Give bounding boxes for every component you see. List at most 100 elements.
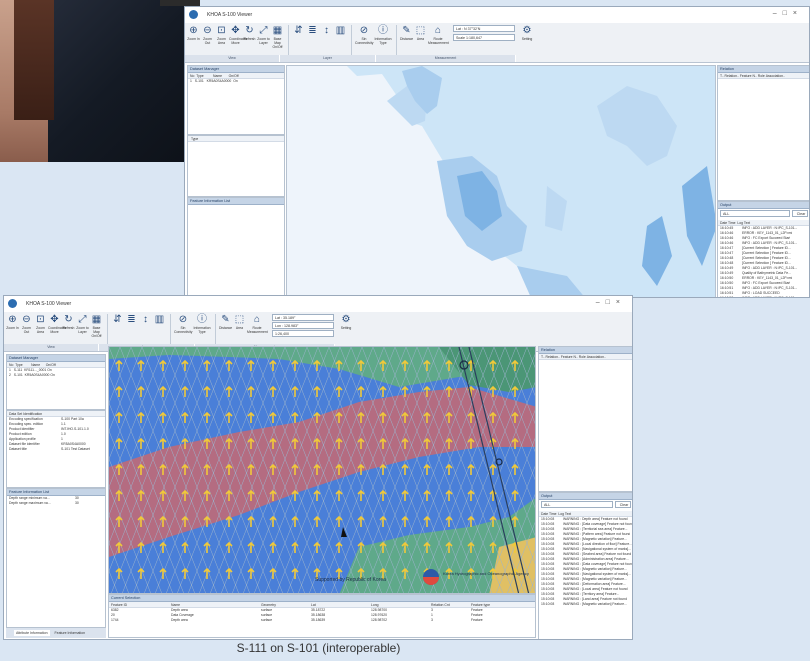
table-row[interactable]: 6382 Depth area surface 35.18722 128.98700 3 F… bbox=[111, 608, 483, 612]
table-row[interactable]: 15:10:08 WARNING : [Deformation area] Fea… bbox=[541, 582, 626, 586]
table-row[interactable]: 16:10:46 INFO : ADD LAYER : N:\PC_S-101..… bbox=[720, 241, 798, 245]
table-row[interactable]: 16:10:47 [Current Selection ] Feature ID.… bbox=[720, 246, 791, 250]
back-map-canvas[interactable] bbox=[286, 65, 716, 297]
table-row[interactable]: 16:10:48 [Current Selection ] Feature ID.… bbox=[720, 261, 791, 265]
basemap-button[interactable]: ▦ Base Map On/Off bbox=[272, 25, 283, 49]
table-row[interactable]: 16:10:50 INFO : FC Export Succeed Start bbox=[720, 281, 791, 285]
layer-tool-button[interactable]: ⇵ bbox=[111, 314, 124, 326]
table-row[interactable]: 15:10:08 WARNING : [Territory area] Featu… bbox=[541, 592, 620, 596]
layer-tool-button[interactable]: ↕ bbox=[320, 25, 333, 37]
table-row[interactable]: 20 Data Coverage surface 35.18638 128.97620 1… bbox=[111, 613, 483, 617]
zoom-out-button[interactable]: ⊖ Zoom Out bbox=[201, 25, 214, 45]
table-row[interactable]: 15:10:08 WARNING : [Data coverage] Featur… bbox=[541, 522, 633, 526]
table-row[interactable]: Encoding specification S-100 Part 10a bbox=[9, 417, 84, 421]
setting-button[interactable]: ⚙ Setting bbox=[338, 314, 354, 330]
refresh-button[interactable]: ↻ Refresh bbox=[62, 314, 75, 330]
zoom-in-button[interactable]: ⊕ Zoom In bbox=[6, 314, 19, 330]
table-row[interactable]: 15:10:08 WARNING : [Magnetic variation] F… bbox=[541, 577, 627, 581]
table-row[interactable]: 15:10:08 WARNING : [Magnetic variation] F… bbox=[541, 602, 627, 606]
table-row[interactable]: 15:10:08 WARNING : [Administration area] … bbox=[541, 557, 629, 561]
information-type-button[interactable]: ⓘ Information Type bbox=[374, 25, 392, 45]
move-button[interactable]: ✥ Coordinates Move bbox=[229, 25, 248, 45]
table-row[interactable]: 15:10:08 WARNING : [Data coverage] Featur… bbox=[541, 562, 633, 566]
basemap-button[interactable]: ▦ Base Map On/Off bbox=[91, 314, 102, 338]
refresh-button[interactable]: ↻ Refresh bbox=[243, 25, 256, 41]
anchor-icon[interactable] bbox=[341, 527, 347, 537]
connectivity-button[interactable]: ⊘ Sin Connectivity bbox=[355, 25, 374, 45]
zoom-layer-button[interactable]: ⤢ Zoom to Layer bbox=[257, 25, 270, 45]
zoom-area-button[interactable]: ⊡ Zoom Area bbox=[34, 314, 47, 334]
table-row[interactable]: Encoding spec. edition 1.1 bbox=[9, 422, 66, 426]
table-row[interactable]: 15:10:08 WARNING : [Local direction of fl… bbox=[541, 542, 633, 546]
table-row[interactable]: 16:10:49 INFO : ADD LAYER : N:\PC_S-101..… bbox=[720, 266, 798, 270]
layer-tool-button[interactable]: ≣ bbox=[306, 25, 319, 37]
table-row[interactable]: 16:10:49 Quality of Bathymetric Data Fe..… bbox=[720, 271, 791, 275]
table-row[interactable]: 15:10:08 WARNING : [Magnetic variation] F… bbox=[541, 537, 627, 541]
table-row[interactable]: 16:10:52 INFO : ADD LAYER : N:\PC_S-101..… bbox=[720, 296, 798, 298]
table-row[interactable]: 16:10:51 INFO : ADD LAYER : N:\PC_S-101..… bbox=[720, 286, 798, 290]
table-row[interactable]: 15:10:08 WARNING : [Magnetic variation] F… bbox=[541, 567, 627, 571]
layer-tool-button[interactable]: ↕ bbox=[139, 314, 152, 326]
output-filter-select[interactable]: ALL bbox=[541, 501, 613, 508]
table-row[interactable]: 15:10:08 WARNING : [Territorial sea area]… bbox=[541, 527, 628, 531]
table-row[interactable]: 16:10:46 ERROR : KEY_1143_01_L2P.xml bbox=[720, 231, 793, 235]
table-row[interactable]: 15:10:08 WARNING : Depth area] Feature no… bbox=[541, 517, 628, 521]
table-row[interactable]: 15:10:08 WARNING : [Pattern area] Feature… bbox=[541, 532, 631, 536]
distance-button[interactable]: ✎ Distance bbox=[219, 314, 233, 330]
area-button[interactable]: ⬚ Area bbox=[234, 314, 245, 330]
table-row[interactable]: Product identifier INT.IHO.S-101.1.0 bbox=[9, 427, 89, 431]
table-row[interactable]: 1 S-101 KR5A0S4A0000 On bbox=[190, 79, 238, 83]
table-row[interactable]: Product edition 1.0 bbox=[9, 432, 66, 436]
table-row[interactable]: 2 S-101 KR5A0S4A0000 On bbox=[9, 373, 55, 377]
table-row[interactable]: 16:10:51 INFO : LOAD SUCCEED bbox=[720, 291, 780, 295]
table-row[interactable]: 16:10:48 [Current Selection ] Feature ID.… bbox=[720, 256, 791, 260]
window-controls[interactable]: –□× bbox=[772, 10, 803, 17]
table-row[interactable]: 15:10:08 WARNING : [Seabed area] Feature … bbox=[541, 552, 632, 556]
table-row[interactable]: 16:10:50 ERROR : KEY_1143_01_L2P.xml bbox=[720, 276, 793, 280]
layer-tool-button[interactable]: ▥ bbox=[153, 314, 166, 326]
tab-attribute-info[interactable]: Attribute Information bbox=[14, 630, 50, 636]
log-filter-select[interactable]: ALL bbox=[720, 210, 790, 217]
layer-tool-button[interactable]: ≣ bbox=[125, 314, 138, 326]
layer-tool-button[interactable]: ▥ bbox=[334, 25, 347, 37]
table-row[interactable]: Dataset file identifier KR5A0S4A0000 bbox=[9, 442, 86, 446]
zoom-in-button[interactable]: ⊕ Zoom In bbox=[187, 25, 200, 41]
zoom-layer-button[interactable]: ⤢ Zoom to Layer bbox=[76, 314, 89, 334]
lat-field[interactable]: Lat : 35.189° bbox=[272, 314, 334, 321]
front-map-canvas[interactable]: Supported by Republic of Korea Korea Hyd… bbox=[108, 346, 536, 594]
table-row[interactable]: 15:10:08 WARNING : [Navigational system o… bbox=[541, 547, 632, 551]
table-row[interactable]: 16:10:46 INFO : FC Export Succeed Start bbox=[720, 236, 791, 240]
info-row[interactable]: Depth range maximum va... 30 bbox=[9, 501, 79, 505]
move-button[interactable]: ✥ Coordinates Move bbox=[48, 314, 67, 334]
table-row[interactable]: Application profile 1 bbox=[9, 437, 63, 441]
route-measurement-button[interactable]: ⌂ Route Measurement bbox=[247, 314, 268, 334]
info-row[interactable]: Depth range minimum va... 30 bbox=[9, 496, 79, 500]
zoom-out-button[interactable]: ⊖ Zoom Out bbox=[20, 314, 33, 334]
table-row[interactable]: 1744 Depth area surface 35.18639 128.98702 3 F… bbox=[111, 618, 483, 622]
table-row[interactable]: 15:10:08 WARNING : [Local area] Feature n… bbox=[541, 587, 628, 591]
window-controls[interactable]: –□× bbox=[595, 299, 626, 306]
scale-field[interactable]: Scale 1:180,647 bbox=[453, 34, 515, 41]
buoy-icon[interactable] bbox=[459, 360, 469, 370]
layer-tool-button[interactable]: ⇵ bbox=[292, 25, 305, 37]
information-type-button[interactable]: ⓘ Information Type bbox=[193, 314, 211, 334]
table-row[interactable]: 15:10:08 WARNING : [Land area] Feature no… bbox=[541, 597, 627, 601]
clear-button[interactable]: Clear bbox=[615, 501, 631, 508]
distance-button[interactable]: ✎ Distance bbox=[400, 25, 414, 41]
lon-field[interactable]: Lon : 128.983° bbox=[272, 322, 334, 329]
table-row[interactable]: 16:10:47 [Current Selection ] Feature ID.… bbox=[720, 251, 791, 255]
zoom-area-button[interactable]: ⊡ Zoom Area bbox=[215, 25, 228, 45]
connectivity-button[interactable]: ⊘ Sin Connectivity bbox=[174, 314, 193, 334]
area-button[interactable]: ⬚ Area bbox=[415, 25, 426, 41]
tab-feature-info[interactable]: Feature Information bbox=[54, 631, 86, 635]
table-row[interactable]: 15:10:08 WARNING : [Navigational system o… bbox=[541, 572, 632, 576]
route-measurement-button[interactable]: ⌂ Route Measurement bbox=[428, 25, 449, 45]
setting-button[interactable]: ⚙ Setting bbox=[519, 25, 535, 41]
table-row[interactable]: Dataset title S-101 Test Dataset bbox=[9, 447, 90, 451]
table-row[interactable]: 1 S-111 KR111..._0001 On bbox=[9, 368, 52, 372]
clear-button[interactable]: Clear bbox=[792, 210, 808, 217]
buoy-icon[interactable] bbox=[495, 458, 503, 466]
lat-field[interactable]: Lat : N 37°32'N bbox=[453, 25, 515, 32]
scale-field[interactable]: 1:26,400 bbox=[272, 330, 334, 337]
table-row[interactable]: 16:10:45 INFO : ADD LAYER : N:\PC_S-101..… bbox=[720, 226, 798, 230]
